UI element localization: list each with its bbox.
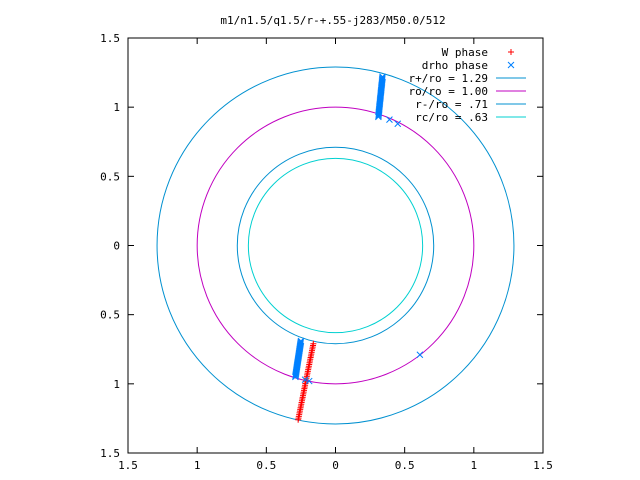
radius-circle-3	[247, 157, 424, 334]
series-1-marker	[375, 112, 382, 120]
x-tick-label: 1	[194, 459, 201, 472]
radius-circle-2	[236, 146, 435, 345]
y-tick-label: 0.5	[100, 309, 120, 322]
series-1-marker	[375, 111, 382, 118]
series-1-marker	[292, 372, 299, 380]
legend-marker	[508, 49, 514, 55]
x-tick-label: 1	[471, 459, 478, 472]
y-tick-label: 0	[113, 240, 120, 253]
legend-label: drho phase	[422, 59, 488, 72]
legend-label: r-/ro = .71	[415, 98, 488, 111]
chart-title: m1/n1.5/q1.5/r-+.55-j283/M50.0/512	[220, 14, 445, 27]
y-tick-label: 1.5	[100, 32, 120, 45]
series-1-marker	[386, 116, 393, 123]
legend-label: W phase	[442, 46, 488, 59]
circle-group	[156, 66, 515, 425]
series-group	[292, 49, 515, 423]
y-tick-label: 1	[113, 101, 120, 114]
y-tick-label: 1.5	[100, 447, 120, 460]
x-tick-label: 0.5	[395, 459, 415, 472]
legend-label: r+/ro = 1.29	[409, 72, 488, 85]
x-tick-label: 0.5	[256, 459, 276, 472]
x-tick-label: 1.5	[118, 459, 138, 472]
series-1-marker	[394, 120, 402, 128]
legend-label: ro/ro = 1.00	[409, 85, 488, 98]
legend-marker	[507, 61, 515, 69]
series-1-marker	[292, 373, 299, 381]
series-0-marker	[310, 340, 317, 347]
x-tick-label: 0	[332, 459, 339, 472]
series-1-marker	[301, 376, 309, 384]
legend-label: rc/ro = .63	[415, 111, 488, 124]
radius-circle-1	[196, 106, 475, 385]
series-1-marker	[375, 113, 382, 121]
series-1-marker	[305, 377, 313, 385]
axis-ticks: 1.5 1 0.5 0 0.5 1 1.51.510.500.511.5	[100, 32, 553, 472]
y-tick-label: 0.5	[100, 170, 120, 183]
radius-circle-0	[156, 66, 515, 425]
x-tick-label: 1.5	[533, 459, 553, 472]
series-1-marker	[416, 351, 424, 359]
y-tick-label: 1	[113, 378, 120, 391]
series-1-marker	[292, 371, 300, 379]
